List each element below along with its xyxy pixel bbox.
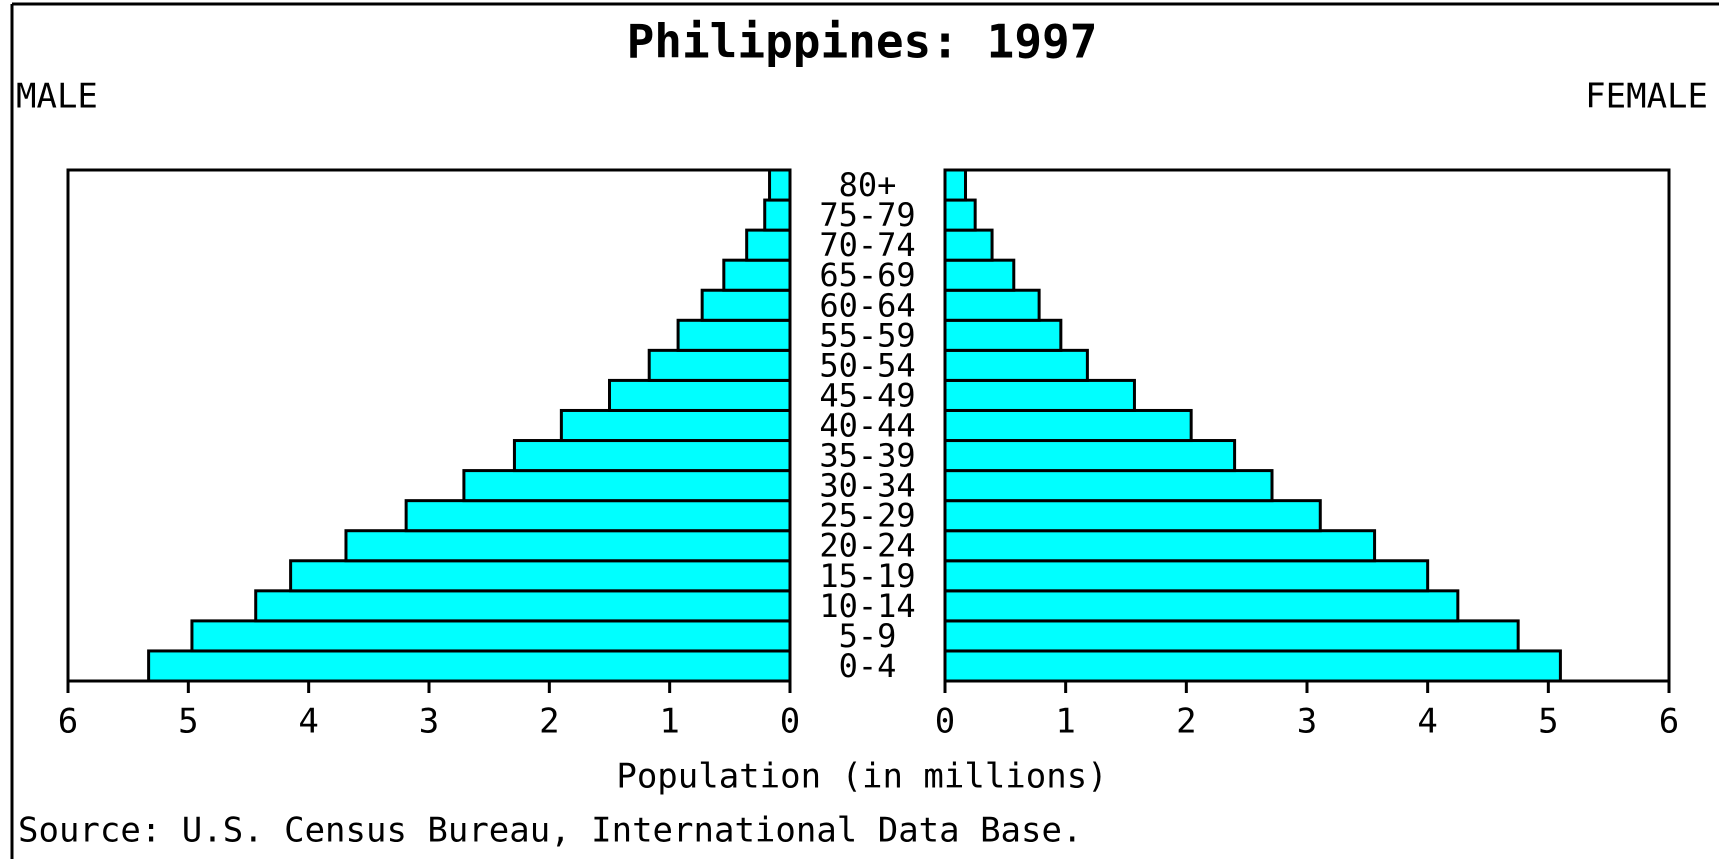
age-label: 50-54 <box>819 346 915 384</box>
female-bar <box>943 439 1237 473</box>
x-tick-label: 1 <box>1055 702 1075 742</box>
age-label: 55-59 <box>819 316 915 354</box>
female-bar <box>943 559 1430 593</box>
male-bar <box>404 499 792 533</box>
age-label: 45-49 <box>819 376 915 414</box>
female-bar <box>943 168 968 202</box>
age-label: 65-69 <box>819 256 915 294</box>
x-tick-label: 0 <box>780 702 800 742</box>
age-label: 30-34 <box>819 467 915 505</box>
male-bar <box>462 469 792 503</box>
male-bar <box>289 559 792 593</box>
male-bar <box>722 258 792 292</box>
male-bar <box>763 198 792 232</box>
age-label: 10-14 <box>819 587 915 625</box>
source: Source: U.S. Census Bureau, Internationa… <box>18 811 1082 851</box>
female-bar <box>943 649 1562 683</box>
female-bar <box>943 318 1063 352</box>
age-label: 40-44 <box>819 407 915 445</box>
x-tick-label: 1 <box>659 702 679 742</box>
female-bar <box>943 469 1274 503</box>
male-bar <box>254 589 792 623</box>
male-bar <box>676 318 792 352</box>
x-axis-label: Population (in millions) <box>616 757 1107 797</box>
female-bar <box>943 529 1377 563</box>
x-tick-label: 2 <box>1176 702 1196 742</box>
x-tick-label: 5 <box>1538 702 1558 742</box>
male-label: MALE <box>16 77 98 117</box>
x-tick-label: 3 <box>419 702 439 742</box>
male-bar <box>608 378 792 412</box>
x-tick-label: 3 <box>1297 702 1317 742</box>
age-label: 15-19 <box>819 557 915 595</box>
age-label: 75-79 <box>819 196 915 234</box>
x-tick-label: 5 <box>178 702 198 742</box>
female-bar <box>943 499 1322 533</box>
female-label: FEMALE <box>1585 77 1708 117</box>
age-label: 80+ <box>839 166 897 204</box>
male-bar <box>344 529 792 563</box>
x-tick-label: 0 <box>935 702 955 742</box>
chart-title: Philippines: 1997 <box>627 15 1098 69</box>
male-bar <box>700 288 792 322</box>
x-tick-label: 4 <box>298 702 318 742</box>
female-bar <box>943 378 1136 412</box>
age-label: 70-74 <box>819 226 915 264</box>
x-tick-label: 4 <box>1417 702 1437 742</box>
age-label: 0-4 <box>839 647 897 685</box>
male-bar <box>768 168 792 202</box>
female-bar <box>943 348 1089 382</box>
male-bar <box>190 619 792 653</box>
male-bar <box>647 348 792 382</box>
male-bar <box>147 649 792 683</box>
female-bar <box>943 619 1520 653</box>
x-tick-label: 2 <box>539 702 559 742</box>
female-bar <box>943 258 1016 292</box>
age-label: 60-64 <box>819 286 915 324</box>
female-bar <box>943 408 1193 443</box>
female-bar <box>943 589 1460 623</box>
male-bar <box>745 228 792 262</box>
x-tick-label: 6 <box>58 702 78 742</box>
female-bar <box>943 288 1041 322</box>
x-tick-label: 6 <box>1659 702 1679 742</box>
male-bar <box>512 439 792 473</box>
female-bar <box>943 198 977 232</box>
age-label: 25-29 <box>819 497 915 535</box>
age-label: 5-9 <box>839 617 897 655</box>
age-label: 20-24 <box>819 527 915 565</box>
age-label: 35-39 <box>819 437 915 475</box>
female-bar <box>943 228 994 262</box>
male-bar <box>559 408 792 443</box>
